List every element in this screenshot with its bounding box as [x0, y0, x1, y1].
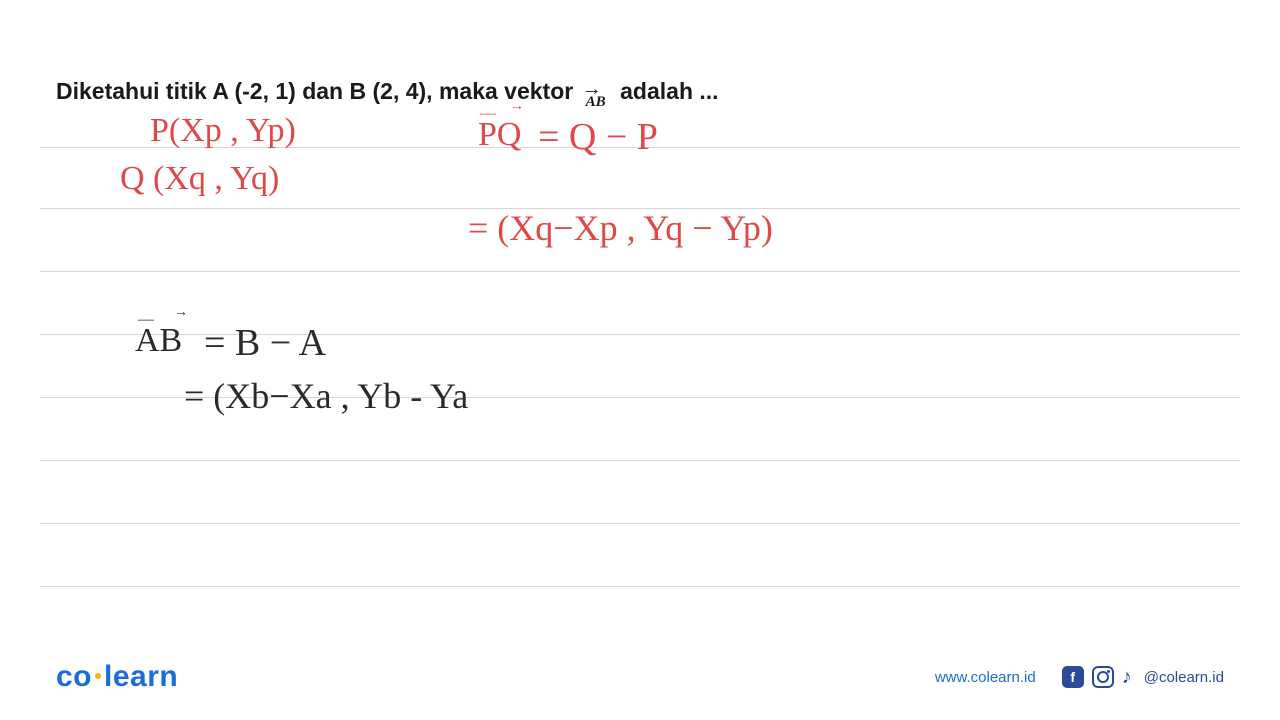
hand-black-ab-eq: = B − A: [204, 324, 326, 362]
hand-red-pq-arrow: →: [510, 100, 524, 114]
logo-dot-icon: [95, 673, 101, 679]
question-after: adalah ...: [620, 78, 718, 104]
hand-red-pq-eq: = Q − P: [538, 118, 658, 156]
logo-pre: co: [56, 660, 92, 693]
logo-post: learn: [104, 660, 178, 693]
tiktok-icon: ♪: [1122, 666, 1132, 689]
footer: colearn www.colearn.id f ♪ @colearn.id: [56, 660, 1224, 694]
hand-red-p-def: P(Xp , Yp): [150, 114, 296, 148]
footer-url: www.colearn.id: [935, 669, 1036, 686]
question-before: Diketahui titik A (-2, 1) dan B (2, 4), …: [56, 78, 573, 104]
hand-red-q-def: Q (Xq , Yq): [120, 162, 279, 196]
rule-line: [40, 271, 1240, 272]
hand-black-ab-expand: = (Xb−Xa , Yb - Ya: [184, 378, 468, 414]
rule-line: [40, 460, 1240, 461]
social-handle: @colearn.id: [1144, 669, 1224, 686]
hand-black-ab-arrow: →: [174, 306, 188, 320]
hand-red-pq-label: PQ: [478, 118, 521, 152]
instagram-icon: [1092, 666, 1114, 688]
vector-arrow-ab: → AB: [580, 80, 614, 110]
rule-line: [40, 523, 1240, 524]
hand-black-ab-label: AB: [135, 324, 182, 358]
logo: colearn: [56, 660, 178, 694]
rule-line: [40, 586, 1240, 587]
hand-red-pq-expand: = (Xq−Xp , Yq − Yp): [468, 210, 773, 246]
facebook-icon: f: [1062, 666, 1084, 688]
social-icons: f ♪ @colearn.id: [1062, 666, 1224, 689]
question-text: Diketahui titik A (-2, 1) dan B (2, 4), …: [56, 78, 719, 110]
